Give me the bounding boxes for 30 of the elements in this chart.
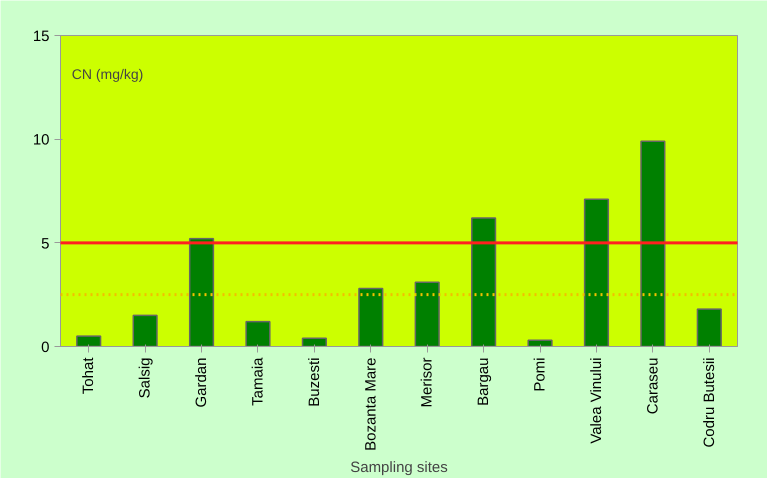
x-axis-title: Sampling sites — [350, 458, 448, 476]
bar — [584, 198, 610, 346]
bar — [696, 308, 722, 346]
bar — [471, 217, 496, 346]
y-tick-label: 15 — [32, 28, 50, 45]
x-tick-label: Buzesti — [306, 357, 323, 407]
bar — [245, 320, 271, 346]
bar — [527, 340, 553, 346]
x-tick-label: Tohat — [80, 356, 98, 394]
y-tick-label: 5 — [41, 235, 50, 252]
y-tick-label: 0 — [41, 339, 50, 356]
bar — [76, 335, 102, 346]
bar — [302, 337, 327, 346]
annotation: CN (mg/kg) — [72, 66, 144, 82]
x-tick-label: Bozanta Mare — [362, 357, 380, 451]
x-tick-label: Merisor — [418, 357, 436, 408]
x-tick-label: Caraseu — [644, 357, 662, 414]
x-tick-label: Bargau — [475, 357, 492, 406]
x-tick-label: Pomi — [532, 357, 549, 392]
bar — [132, 314, 158, 346]
x-tick-label: Valea Vinului — [588, 357, 605, 444]
y-tick-label: 10 — [32, 132, 50, 149]
x-tick-label: Codru Butesii — [700, 357, 718, 448]
x-tick-label: Gardan — [193, 357, 210, 408]
x-tick-label: Salsig — [136, 357, 154, 398]
bar — [414, 281, 440, 346]
x-tick-label: Tamaia — [249, 356, 266, 406]
bar — [188, 238, 214, 346]
bar — [640, 140, 666, 346]
bar — [358, 288, 384, 346]
